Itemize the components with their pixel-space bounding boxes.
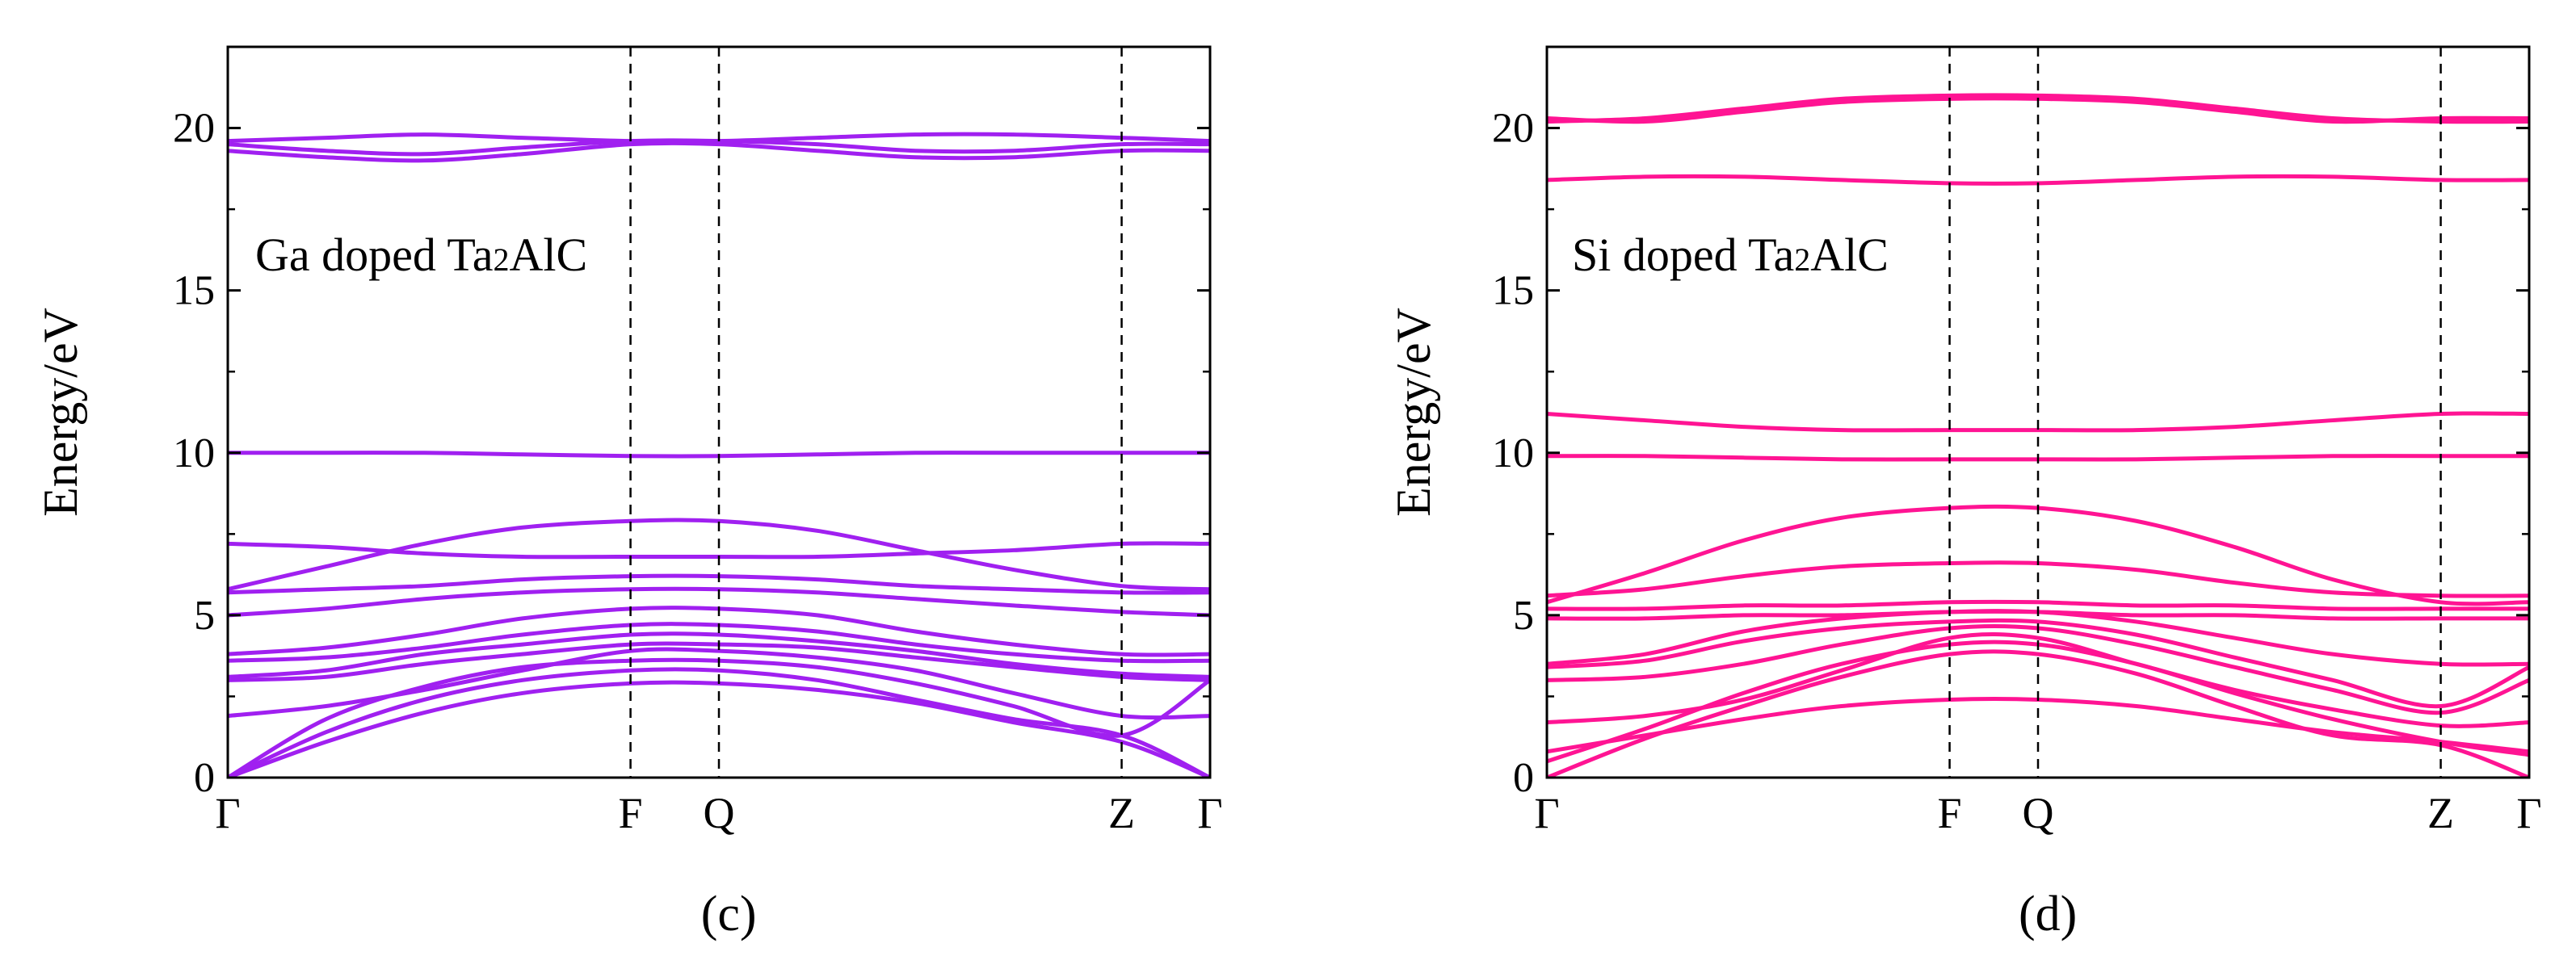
y-tick-label: 0 (194, 755, 215, 801)
y-tick-label: 10 (173, 430, 215, 476)
annotation-subscript: 2 (1794, 241, 1810, 278)
band-line-11 (1547, 504, 2529, 606)
kpoint-label: Q (704, 789, 735, 837)
y-tick-label: 5 (194, 593, 215, 639)
annotation-rest: AlC (509, 229, 587, 281)
panel-label: (d) (2019, 887, 2077, 942)
band-line-2 (228, 667, 1210, 778)
kpoint-label: Z (1108, 789, 1135, 837)
y-axis-label: Energy/eV (34, 308, 87, 517)
band-line-14 (228, 140, 1210, 163)
y-axis-label: Energy/eV (1387, 308, 1440, 517)
plot-frame (1545, 45, 2531, 779)
band-line-13 (1547, 411, 2529, 433)
band-line-4 (228, 647, 1210, 720)
annotation-rest: AlC (1810, 229, 1889, 281)
annotation-subscript: 2 (493, 241, 509, 278)
y-tick-label: 15 (1492, 268, 1534, 314)
chart-panel-d: 0 5 10 15 20 Γ F Q Z Γ Energy/eV Si doped Ta2AlC (d) (1387, 45, 2542, 942)
plot-frame (226, 45, 1212, 779)
band-line-9 (1547, 599, 2529, 611)
kpoint-label: Q (2023, 789, 2054, 837)
y-tick-label: 0 (1513, 755, 1534, 801)
annotation-main: Ga doped Ta (255, 229, 493, 281)
band-line-6 (228, 631, 1210, 679)
dopant-annotation: Ga doped Ta2AlC (255, 229, 587, 281)
kpoint-label: Γ (2516, 789, 2541, 837)
y-tick-label: 15 (173, 268, 215, 314)
panel-label: (c) (701, 887, 757, 942)
chart-panel-c: 0 5 10 15 20 Γ F Q Z Γ Energy/eV Ga doped Ta2AlC (c) (34, 45, 1223, 942)
band-line-6 (1547, 618, 2529, 709)
kpoint-label: Γ (1197, 789, 1222, 837)
y-tick-label: 20 (173, 106, 215, 152)
band-line-4 (1547, 632, 2529, 728)
y-tick-label: 5 (1513, 593, 1534, 639)
kpoint-label: Γ (215, 789, 240, 837)
band-line-1 (1547, 649, 2529, 778)
band-line-9 (228, 586, 1210, 618)
y-tick-label: 20 (1492, 106, 1534, 152)
kpoint-label: Z (2427, 789, 2454, 837)
kpoint-label: F (619, 789, 643, 837)
kpoint-label: F (1938, 789, 1962, 837)
kpoint-label: Γ (1534, 789, 1559, 837)
dopant-annotation: Si doped Ta2AlC (1572, 229, 1889, 281)
annotation-main: Si doped Ta (1572, 229, 1794, 281)
y-tick-label: 10 (1492, 430, 1534, 476)
